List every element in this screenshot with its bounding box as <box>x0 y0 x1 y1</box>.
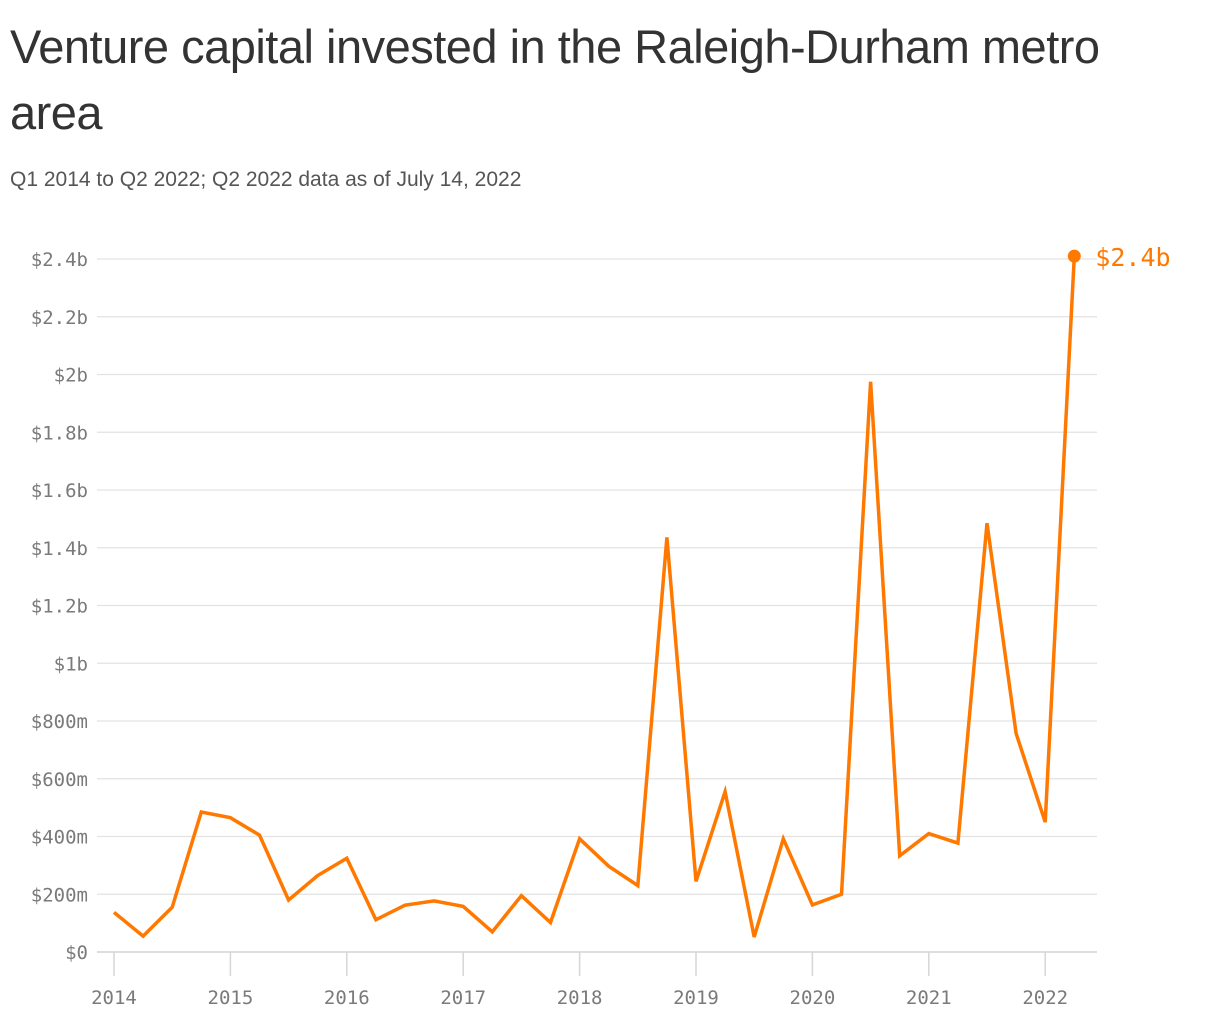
y-tick-label: $1.6b <box>31 480 88 502</box>
data-point <box>140 933 146 939</box>
y-tick-label: $2.4b <box>31 249 88 271</box>
data-point <box>664 534 670 540</box>
data-point <box>984 520 990 526</box>
y-tick-label: $600m <box>31 769 88 791</box>
data-point <box>460 903 466 909</box>
x-tick-label: 2021 <box>906 987 952 1009</box>
y-tick-label: $1.2b <box>31 596 88 618</box>
data-point <box>373 917 379 923</box>
data-point <box>169 904 175 910</box>
data-point <box>286 897 292 903</box>
gridlines <box>97 258 1097 953</box>
data-point <box>955 840 961 846</box>
series-group <box>112 256 1077 939</box>
data-point <box>722 789 728 795</box>
y-tick-label: $1.8b <box>31 422 88 444</box>
chart-title: Venture capital invested in the Raleigh-… <box>10 20 1100 139</box>
x-tick-label: 2022 <box>1022 987 1068 1009</box>
y-tick-label: $0 <box>65 942 88 964</box>
x-tick-label: 2019 <box>673 987 719 1009</box>
y-tick-label: $800m <box>31 711 88 733</box>
data-point <box>402 902 408 908</box>
x-tick-label: 2020 <box>790 987 836 1009</box>
data-point <box>431 898 437 904</box>
data-point <box>606 863 612 869</box>
data-points: $2.4b <box>111 243 1171 940</box>
data-point <box>257 832 263 838</box>
data-point <box>518 893 524 899</box>
end-value-label: $2.4b <box>1095 243 1170 272</box>
y-axis-labels: $0 $200m $400m $600m $800m $1b $1.2b $1.4b $1.6b… <box>31 249 88 964</box>
data-point <box>693 878 699 884</box>
series-line <box>112 256 1077 939</box>
x-tick-label: 2014 <box>91 987 137 1009</box>
x-tick-label: 2017 <box>440 987 486 1009</box>
chart-subtitle: Q1 2014 to Q2 2022; Q2 2022 data as of J… <box>10 168 522 191</box>
data-point <box>344 855 350 861</box>
data-point <box>926 831 932 837</box>
data-point <box>1013 730 1019 736</box>
data-point <box>548 920 554 926</box>
data-point <box>489 929 495 935</box>
y-tick-label: $1.4b <box>31 538 88 560</box>
data-point <box>111 909 117 915</box>
end-point-marker <box>1067 249 1081 263</box>
data-point <box>839 891 845 897</box>
x-axis: 2014 2015 2016 2017 2018 2019 2020 2021 2022 <box>91 951 1097 1009</box>
x-tick-label: 2015 <box>208 987 254 1009</box>
data-point <box>315 872 321 878</box>
data-point <box>809 902 815 908</box>
y-tick-label: $400m <box>31 827 88 849</box>
x-tick-label: 2018 <box>557 987 603 1009</box>
data-point <box>577 836 583 842</box>
data-point <box>780 836 786 842</box>
data-point <box>635 883 641 889</box>
y-tick-label: $1b <box>54 653 88 675</box>
y-tick-label: $2b <box>54 365 88 387</box>
y-tick-label: $200m <box>31 884 88 906</box>
y-tick-label: $2.2b <box>31 307 88 329</box>
data-point <box>897 853 903 859</box>
data-point <box>751 934 757 940</box>
data-point <box>868 379 874 385</box>
data-point <box>198 809 204 815</box>
x-tick-label: 2016 <box>324 987 370 1009</box>
data-point <box>227 815 233 821</box>
data-point <box>1042 819 1048 825</box>
